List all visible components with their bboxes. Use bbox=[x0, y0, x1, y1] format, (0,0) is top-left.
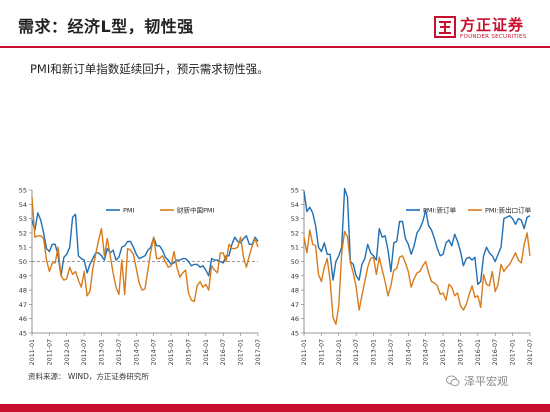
legend-label-2: PMI:新出口订单 bbox=[485, 206, 532, 215]
y-tick-label: 47 bbox=[19, 301, 27, 309]
x-tick-label: 2011-01 bbox=[29, 339, 36, 365]
y-tick-label: 52 bbox=[19, 229, 27, 237]
x-tick-label: 2017-07 bbox=[527, 339, 534, 365]
bottom-bar bbox=[0, 404, 550, 412]
founder-logo-mark-icon bbox=[434, 16, 456, 38]
x-tick-label: 2016-07 bbox=[492, 339, 499, 365]
x-tick-label: 2012-07 bbox=[81, 339, 88, 365]
y-tick-label: 54 bbox=[291, 201, 299, 209]
pmi-chart: 45 46 47 48 49 50 51 52 53 54 55 2011-01 2011-07 2012… bbox=[6, 178, 268, 374]
y-tick-label: 53 bbox=[291, 215, 299, 223]
x-tick-label: 2015-07 bbox=[457, 339, 464, 365]
x-tick-label: 2012-01 bbox=[336, 339, 343, 365]
logo-text-cn: 方正证券 bbox=[460, 16, 525, 34]
wechat-icon bbox=[446, 375, 460, 387]
x-tick-label: 2014-01 bbox=[405, 339, 412, 365]
y-tick-label: 50 bbox=[291, 258, 299, 266]
logo-text-en: FOUNDER SECURITIES bbox=[460, 34, 527, 40]
slide-title: 需求：经济L型，韧性强 bbox=[18, 17, 194, 36]
y-tick-label: 46 bbox=[19, 315, 27, 323]
x-tick-label: 2012-01 bbox=[64, 339, 71, 365]
x-tick-label: 2011-01 bbox=[301, 339, 308, 365]
x-tick-label: 2015-01 bbox=[168, 339, 175, 365]
y-tick-label: 49 bbox=[291, 272, 299, 280]
new-orders-chart: 45 46 47 48 49 50 51 52 53 54 55 2011-01 2011-07 2012… bbox=[278, 178, 540, 374]
y-tick-label: 51 bbox=[19, 244, 27, 252]
x-tick-label: 2013-07 bbox=[388, 339, 395, 365]
founder-logo: 方正证券 FOUNDER SECURITIES bbox=[434, 14, 544, 44]
legend-label-1: PMI:新订单 bbox=[423, 206, 457, 215]
x-tick-label: 2017-01 bbox=[510, 339, 517, 365]
y-tick-label: 52 bbox=[291, 229, 299, 237]
y-tick-label: 45 bbox=[291, 330, 299, 338]
series-line-1 bbox=[303, 187, 531, 286]
x-tick-label: 2012-07 bbox=[353, 339, 360, 365]
x-tick-label: 2016-01 bbox=[475, 339, 482, 365]
pmi-chart-svg: 45 46 47 48 49 50 51 52 53 54 55 2011-01 2011-07 2012… bbox=[19, 187, 262, 366]
x-tick-label: 2011-07 bbox=[318, 339, 325, 365]
y-tick-label: 46 bbox=[291, 315, 299, 323]
y-tick-label: 45 bbox=[19, 330, 27, 338]
y-tick-label: 48 bbox=[19, 287, 27, 295]
y-tick-label: 47 bbox=[291, 301, 299, 309]
y-tick-label: 55 bbox=[291, 187, 299, 195]
legend-label-1: PMI bbox=[123, 207, 135, 215]
x-tick-label: 2015-07 bbox=[185, 339, 192, 365]
title-divider bbox=[0, 46, 550, 48]
y-tick-label: 54 bbox=[19, 201, 27, 209]
x-tick-label: 2017-07 bbox=[255, 339, 262, 365]
x-tick-label: 2016-01 bbox=[203, 339, 210, 365]
x-tick-label: 2016-07 bbox=[220, 339, 227, 365]
x-tick-label: 2015-01 bbox=[440, 339, 447, 365]
x-tick-label: 2013-07 bbox=[116, 339, 123, 365]
series-line-1 bbox=[31, 212, 259, 277]
x-tick-label: 2014-07 bbox=[423, 339, 430, 365]
x-tick-label: 2013-01 bbox=[99, 339, 106, 365]
legend-label-2: 财新中国PMI bbox=[177, 206, 215, 215]
new-orders-chart-svg: 45 46 47 48 49 50 51 52 53 54 55 2011-01 2011-07 2012… bbox=[291, 187, 534, 366]
series-line-2 bbox=[303, 229, 531, 326]
y-tick-label: 51 bbox=[291, 244, 299, 252]
y-tick-label: 55 bbox=[19, 187, 27, 195]
series-line-2 bbox=[31, 197, 259, 303]
y-tick-label: 48 bbox=[291, 287, 299, 295]
y-tick-label: 50 bbox=[19, 258, 27, 266]
x-tick-label: 2014-07 bbox=[151, 339, 158, 365]
x-tick-label: 2017-01 bbox=[238, 339, 245, 365]
slide-subtitle: PMI和新订单指数延续回升，预示需求韧性强。 bbox=[30, 62, 269, 76]
x-tick-label: 2013-01 bbox=[371, 339, 378, 365]
x-tick-label: 2014-01 bbox=[133, 339, 140, 365]
y-tick-label: 49 bbox=[19, 272, 27, 280]
x-tick-label: 2011-07 bbox=[46, 339, 53, 365]
y-tick-label: 53 bbox=[19, 215, 27, 223]
watermark-text: 泽平宏观 bbox=[464, 375, 508, 388]
source-note: 资料来源： WIND，方正证券研究所 bbox=[28, 372, 149, 381]
